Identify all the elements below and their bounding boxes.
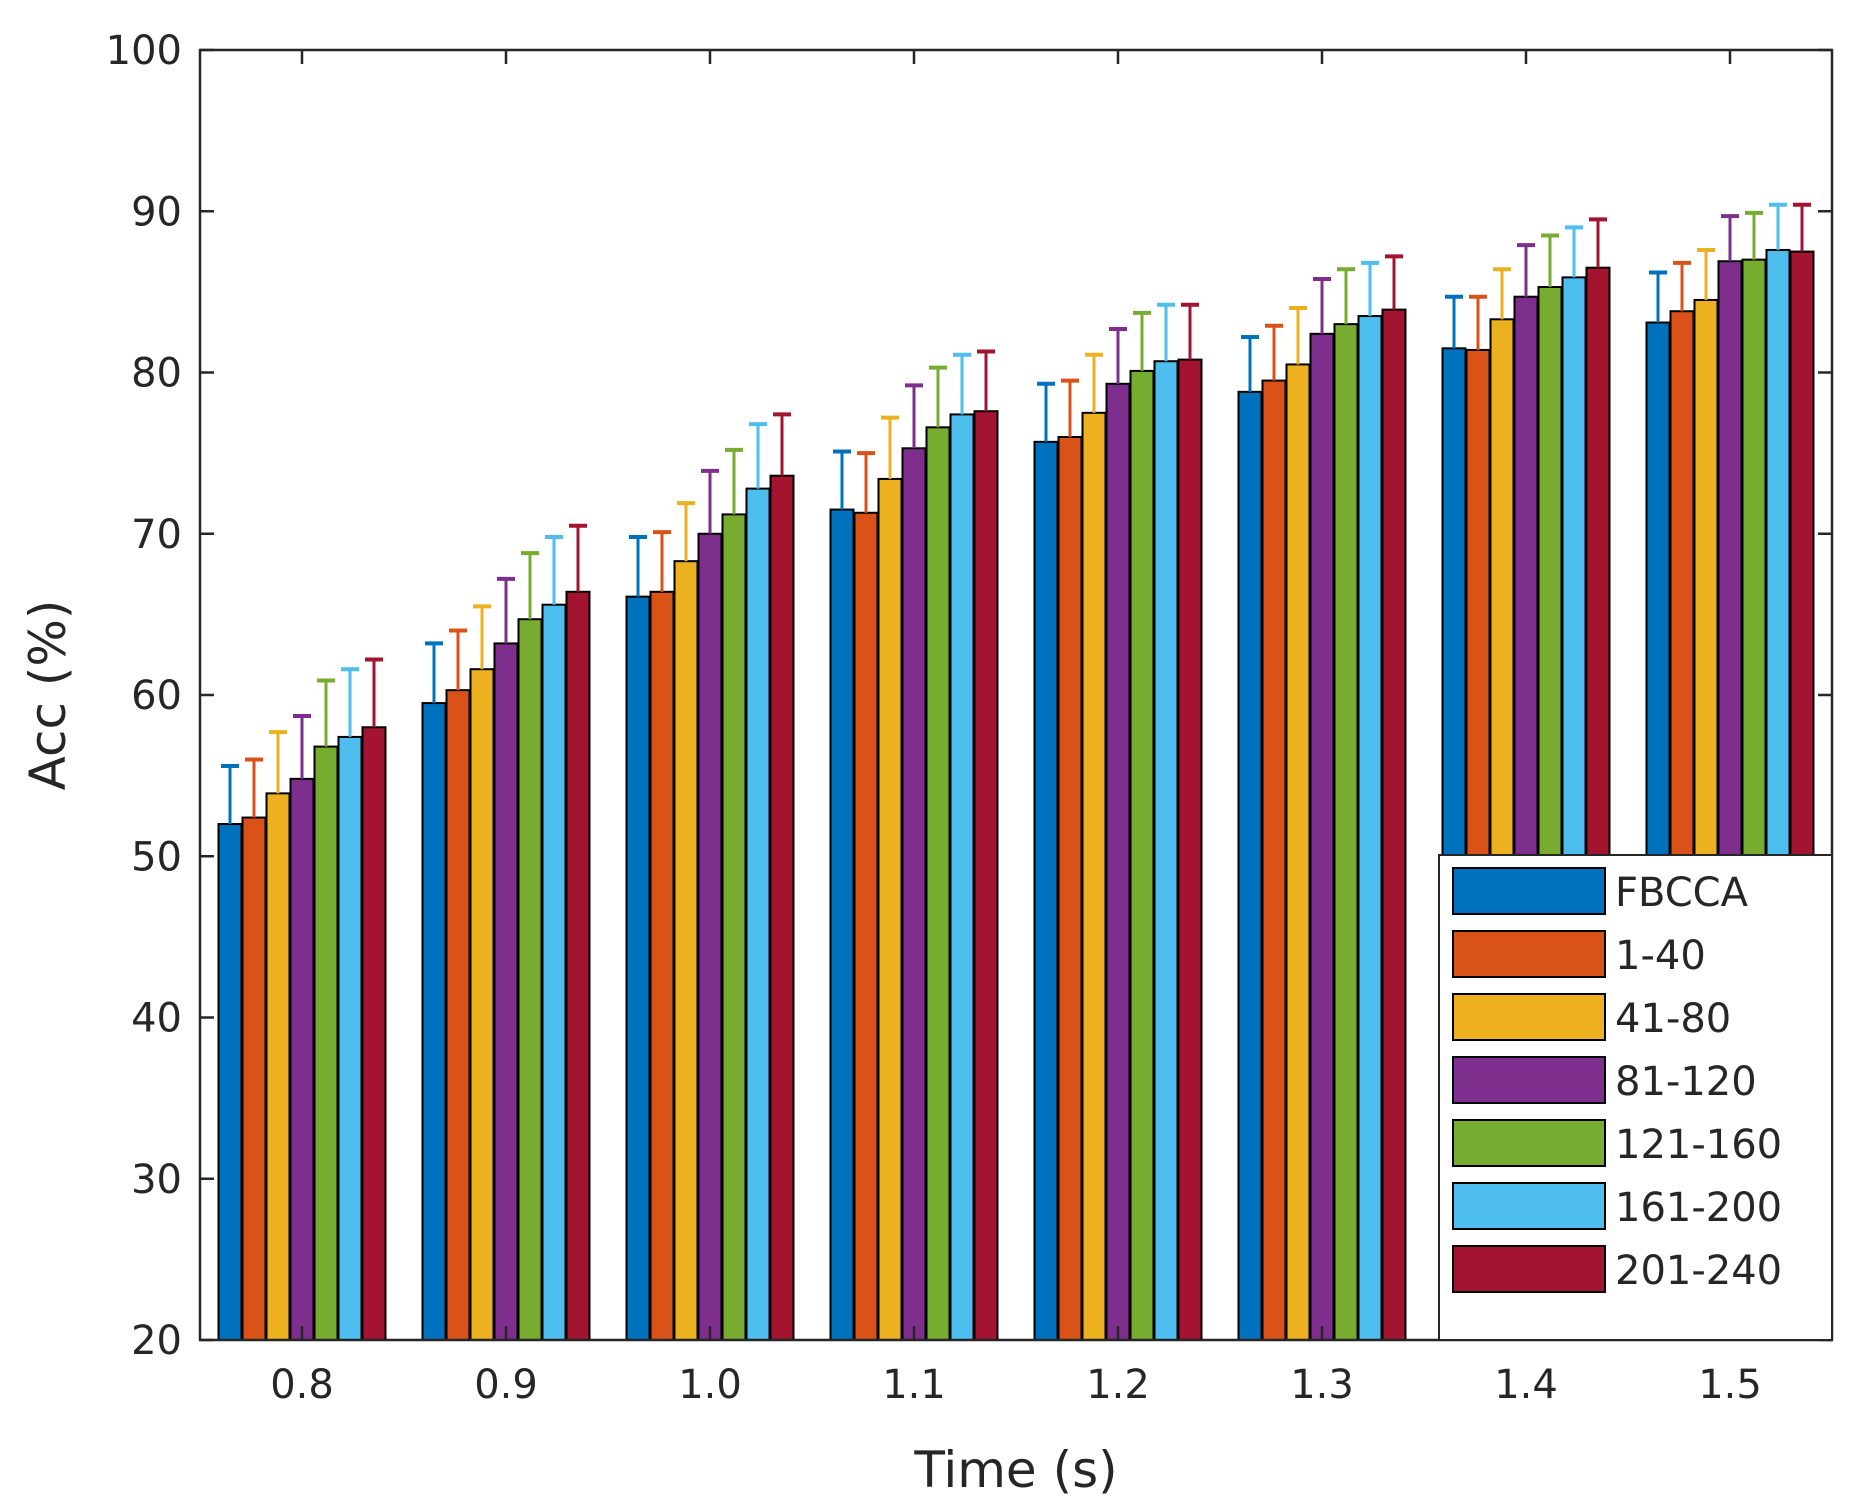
bar-121-160-0.9	[517, 618, 543, 1341]
legend-swatch-FBCCA	[1452, 867, 1606, 915]
bar-121-160-0.8	[313, 745, 339, 1341]
bar-FBCCA-1.1	[829, 508, 855, 1341]
legend-swatch-81-120	[1452, 1056, 1606, 1104]
legend-swatch-41-80	[1452, 993, 1606, 1041]
x-tick-label: 1.1	[882, 1362, 946, 1408]
axes: 20 30 40 50 60 70 80 90 100 0.8 0.9 1.0 1.1 1.2 1.3 1.4…	[106, 28, 1834, 1408]
legend-label-FBCCA: FBCCA	[1615, 870, 1749, 916]
legend-swatch-121-160	[1452, 1119, 1606, 1167]
bar-FBCCA-1.2	[1033, 440, 1059, 1341]
bar-41-80-0.8	[265, 792, 291, 1341]
bar-161-200-1.2	[1153, 360, 1179, 1341]
legend-label-41-80: 41-80	[1615, 996, 1731, 1042]
legend-label-201-240: 201-240	[1615, 1248, 1782, 1294]
x-tick-label: 1.5	[1698, 1362, 1762, 1408]
bar-1-40-0.9	[445, 689, 471, 1341]
bar-161-200-0.8	[337, 735, 363, 1341]
legend-label-161-200: 161-200	[1615, 1185, 1782, 1231]
x-tick-label: 0.8	[270, 1362, 334, 1408]
bar-81-120-1.0	[697, 532, 723, 1341]
bar-41-80-1.0	[673, 560, 699, 1341]
bar-FBCCA-0.8	[217, 823, 243, 1341]
x-axis-title: Time (s)	[913, 1441, 1117, 1499]
y-tick-label: 30	[131, 1157, 182, 1203]
bar-81-120-0.9	[493, 642, 519, 1341]
bar-1-40-1.2	[1057, 436, 1083, 1341]
bar-1-40-1.1	[853, 511, 879, 1341]
bar-121-160-1.2	[1129, 369, 1155, 1341]
bar-201-240-1.0	[769, 474, 795, 1341]
legend-label-1-40: 1-40	[1615, 933, 1706, 979]
bar-161-200-1.1	[949, 413, 975, 1341]
bar-41-80-1.3	[1285, 363, 1311, 1341]
legend-swatch-161-200	[1452, 1182, 1606, 1230]
legend-label-121-160: 121-160	[1615, 1122, 1782, 1168]
bar-41-80-0.9	[469, 668, 495, 1341]
bar-41-80-1.2	[1081, 411, 1107, 1341]
legend-label-81-120: 81-120	[1615, 1059, 1757, 1105]
bar-1-40-1.0	[649, 590, 675, 1341]
bar-41-80-1.1	[877, 477, 903, 1341]
x-tick-label: 1.4	[1494, 1362, 1558, 1408]
bar-81-120-1.3	[1309, 332, 1335, 1341]
bar-201-240-0.8	[361, 726, 387, 1341]
legend-swatch-1-40	[1452, 930, 1606, 978]
y-tick-label: 20	[131, 1318, 182, 1364]
x-tick-label: 1.3	[1290, 1362, 1354, 1408]
y-tick-label: 40	[131, 996, 182, 1042]
x-tick-label: 1.0	[678, 1362, 742, 1408]
bar-201-240-0.9	[565, 590, 591, 1341]
bar-161-200-1.0	[745, 487, 771, 1342]
y-tick-label: 100	[106, 28, 182, 74]
bar-201-240-1.2	[1177, 358, 1203, 1342]
bar-81-120-1.2	[1105, 382, 1131, 1342]
bar-81-120-0.8	[289, 777, 315, 1341]
y-tick-label: 50	[131, 834, 182, 880]
bar-1-40-1.3	[1261, 379, 1287, 1341]
x-tick-label: 1.2	[1086, 1362, 1150, 1408]
bar-FBCCA-0.9	[421, 702, 447, 1341]
y-axis-title: Acc (%)	[19, 600, 77, 791]
bar-121-160-1.3	[1333, 323, 1359, 1341]
bar-161-200-1.3	[1357, 315, 1383, 1341]
y-tick-label: 80	[131, 351, 182, 397]
bar-1-40-0.8	[241, 816, 267, 1341]
x-tick-label: 0.9	[474, 1362, 538, 1408]
bar-81-120-1.1	[901, 447, 927, 1342]
y-tick-label: 70	[131, 512, 182, 558]
bar-161-200-0.9	[541, 603, 567, 1341]
bar-201-240-1.3	[1381, 308, 1407, 1341]
bar-201-240-1.1	[973, 410, 999, 1341]
bar-FBCCA-1.3	[1237, 390, 1263, 1342]
legend-swatch-201-240	[1452, 1245, 1606, 1293]
y-tick-label: 90	[131, 189, 182, 235]
bar-121-160-1.0	[721, 513, 747, 1341]
y-tick-label: 60	[131, 673, 182, 719]
bar-FBCCA-1.0	[625, 595, 651, 1341]
legend: FBCCA 1-40 41-80 81-120 121-160 161-200 201-24…	[1438, 854, 1833, 1341]
bar-121-160-1.1	[925, 426, 951, 1341]
